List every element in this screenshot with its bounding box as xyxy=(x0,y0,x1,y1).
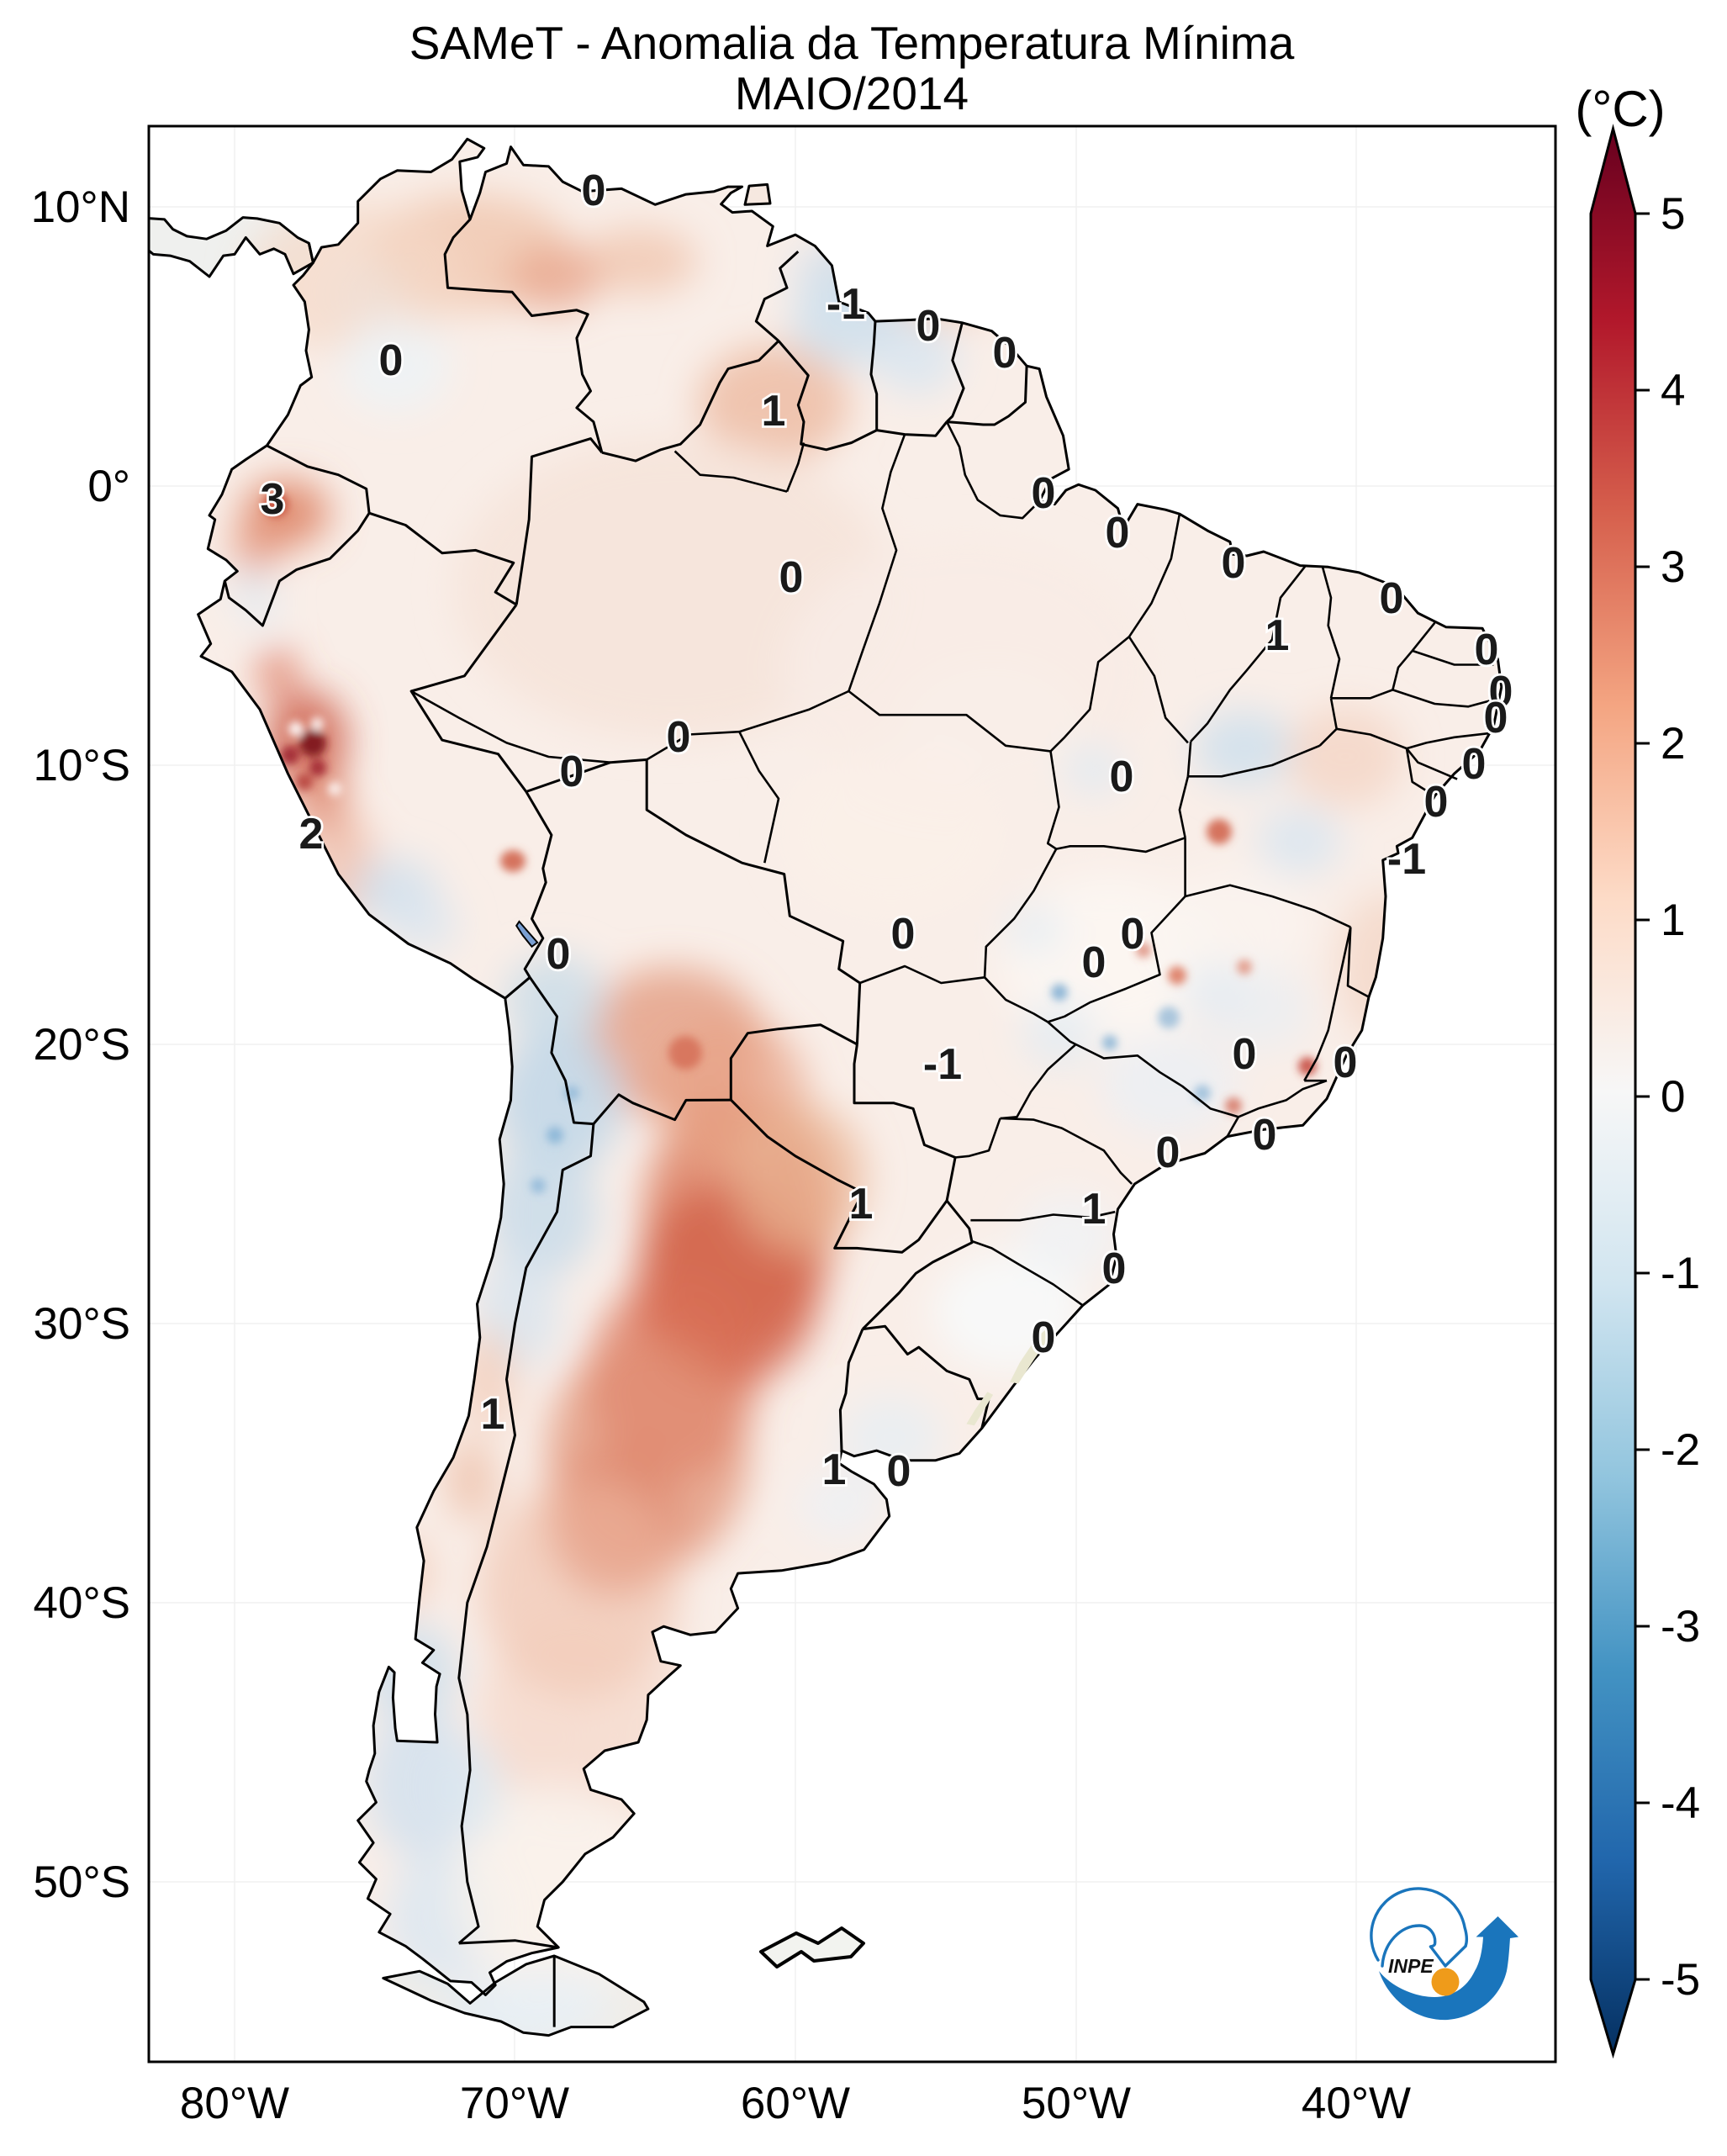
svg-text:-1: -1 xyxy=(827,280,865,329)
svg-text:0: 0 xyxy=(1484,694,1508,742)
svg-text:-5: -5 xyxy=(1661,1955,1700,2005)
svg-text:0: 0 xyxy=(667,713,691,762)
svg-text:MAIO/2014: MAIO/2014 xyxy=(735,67,969,119)
svg-text:-1: -1 xyxy=(1661,1249,1700,1298)
svg-text:2: 2 xyxy=(299,810,324,859)
svg-text:0°: 0° xyxy=(87,462,130,511)
svg-text:0: 0 xyxy=(1380,574,1404,623)
svg-text:30°S: 30°S xyxy=(34,1299,131,1349)
svg-text:1: 1 xyxy=(481,1390,505,1439)
svg-text:-1: -1 xyxy=(923,1040,962,1089)
svg-text:3: 3 xyxy=(1661,542,1685,592)
svg-text:0: 0 xyxy=(1489,668,1513,716)
svg-text:0: 0 xyxy=(993,329,1017,378)
svg-text:INPE: INPE xyxy=(1388,1955,1434,1977)
svg-text:0: 0 xyxy=(1032,469,1056,518)
svg-text:0: 0 xyxy=(582,166,606,215)
svg-text:10°N: 10°N xyxy=(31,182,130,232)
svg-text:0: 0 xyxy=(1462,740,1487,789)
svg-text:0: 0 xyxy=(1102,1244,1127,1293)
svg-text:10°S: 10°S xyxy=(34,741,131,790)
svg-text:0: 0 xyxy=(1110,753,1134,801)
svg-text:1: 1 xyxy=(849,1180,874,1229)
svg-text:-4: -4 xyxy=(1661,1778,1700,1828)
svg-text:40°S: 40°S xyxy=(34,1578,131,1628)
svg-text:0: 0 xyxy=(887,1447,911,1496)
svg-text:1: 1 xyxy=(762,387,786,436)
svg-text:SAMeT - Anomalia da Temperatur: SAMeT - Anomalia da Temperatura Mínima xyxy=(409,17,1295,69)
svg-text:0: 0 xyxy=(1032,1313,1056,1362)
svg-text:80°W: 80°W xyxy=(180,2079,289,2128)
svg-text:0: 0 xyxy=(1121,910,1145,959)
svg-text:0: 0 xyxy=(891,910,916,959)
svg-text:0: 0 xyxy=(1233,1030,1257,1079)
svg-text:-3: -3 xyxy=(1661,1602,1700,1651)
svg-text:0: 0 xyxy=(1082,938,1106,987)
svg-text:0: 0 xyxy=(1334,1038,1358,1087)
svg-text:60°W: 60°W xyxy=(741,2079,850,2128)
svg-text:(°C): (°C) xyxy=(1575,81,1665,137)
svg-text:20°S: 20°S xyxy=(34,1020,131,1070)
svg-text:0: 0 xyxy=(560,748,584,796)
svg-text:0: 0 xyxy=(1106,509,1130,557)
svg-text:40°W: 40°W xyxy=(1302,2079,1411,2128)
svg-text:0: 0 xyxy=(379,336,404,385)
svg-text:1: 1 xyxy=(822,1445,847,1494)
svg-text:0: 0 xyxy=(916,302,941,351)
svg-text:50°S: 50°S xyxy=(34,1857,131,1907)
svg-text:0: 0 xyxy=(547,930,571,979)
svg-text:70°W: 70°W xyxy=(460,2079,569,2128)
svg-text:-1: -1 xyxy=(1387,835,1426,884)
svg-text:0: 0 xyxy=(1661,1072,1685,1122)
svg-text:-2: -2 xyxy=(1661,1425,1700,1475)
svg-text:0: 0 xyxy=(779,553,804,602)
svg-text:1: 1 xyxy=(1265,611,1290,660)
svg-text:0: 0 xyxy=(1253,1111,1277,1160)
svg-text:50°W: 50°W xyxy=(1022,2079,1131,2128)
svg-text:0: 0 xyxy=(1222,539,1246,588)
svg-text:1: 1 xyxy=(1082,1185,1106,1234)
svg-text:4: 4 xyxy=(1661,366,1685,415)
svg-text:3: 3 xyxy=(261,475,285,524)
svg-text:1: 1 xyxy=(1661,896,1685,945)
svg-text:0: 0 xyxy=(1156,1128,1180,1177)
svg-text:0: 0 xyxy=(1475,626,1499,674)
svg-text:0: 0 xyxy=(1424,778,1449,827)
svg-text:2: 2 xyxy=(1661,719,1685,769)
svg-text:5: 5 xyxy=(1661,189,1685,239)
